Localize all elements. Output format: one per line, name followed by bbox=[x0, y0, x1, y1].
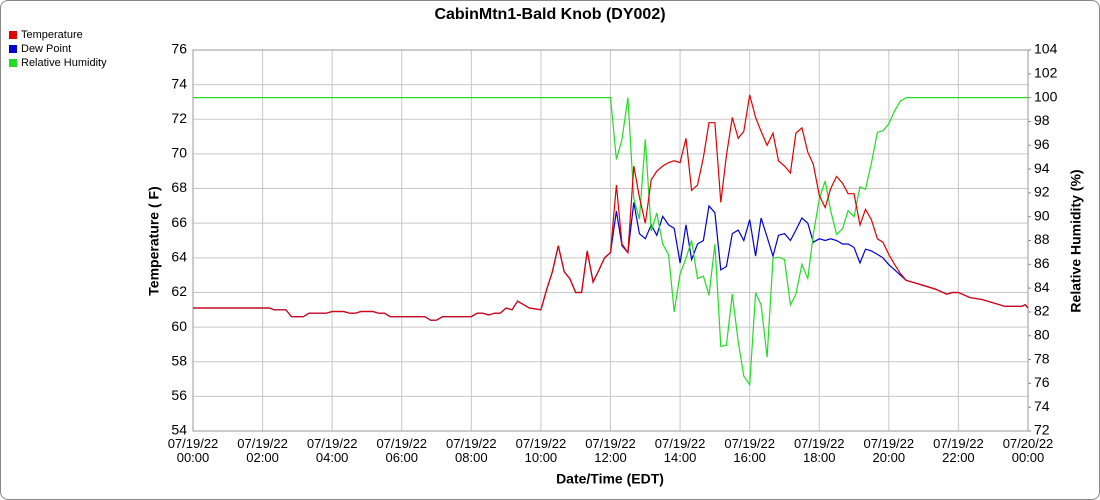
series-line bbox=[193, 97, 1028, 387]
x-tick-label: 07/19/22 20:00 bbox=[863, 436, 915, 465]
y-axis-label: Temperature ( F) bbox=[146, 186, 162, 295]
x-tick-label: 07/19/22 02:00 bbox=[237, 436, 288, 465]
x-tick-label: 07/19/22 10:00 bbox=[515, 436, 567, 465]
legend-label: Dew Point bbox=[21, 43, 71, 55]
legend-label: Relative Humidity bbox=[21, 57, 107, 69]
y2-tick-label: 94 bbox=[1034, 160, 1050, 176]
y-tick-label: 70 bbox=[171, 145, 187, 161]
y-tick-label: 62 bbox=[171, 283, 187, 299]
y2-tick-label: 72 bbox=[1034, 422, 1050, 438]
y-tick-label: 54 bbox=[171, 422, 187, 438]
y2-tick-label: 90 bbox=[1034, 207, 1050, 223]
y-tick-label: 68 bbox=[171, 179, 187, 195]
x-axis-label: Date/Time (EDT) bbox=[556, 471, 664, 487]
y2-tick-label: 104 bbox=[1034, 41, 1058, 57]
y2-tick-label: 98 bbox=[1034, 112, 1050, 128]
x-tick-label: 07/19/22 22:00 bbox=[933, 436, 984, 465]
y2-axis-label: Relative Humidity (%) bbox=[1068, 169, 1084, 312]
y2-tick-label: 84 bbox=[1034, 279, 1050, 295]
y2-tick-label: 92 bbox=[1034, 184, 1050, 200]
x-tick-label: 07/19/22 08:00 bbox=[446, 436, 497, 465]
y-tick-label: 56 bbox=[171, 387, 187, 403]
y-tick-label: 64 bbox=[171, 249, 187, 265]
legend-swatch bbox=[9, 59, 17, 67]
x-tick-label: 07/19/22 12:00 bbox=[585, 436, 636, 465]
y-tick-label: 66 bbox=[171, 214, 187, 230]
y2-tick-label: 102 bbox=[1034, 65, 1058, 81]
x-tick-label: 07/19/22 18:00 bbox=[793, 436, 845, 465]
y2-tick-label: 88 bbox=[1034, 231, 1050, 247]
y2-tick-label: 74 bbox=[1034, 398, 1050, 414]
y2-tick-label: 78 bbox=[1034, 350, 1050, 366]
plot-frame bbox=[192, 49, 1029, 432]
y-tick-label: 72 bbox=[171, 110, 187, 126]
legend-swatch bbox=[9, 45, 17, 53]
x-tick-label: 07/19/22 16:00 bbox=[724, 436, 775, 465]
x-tick-label: 07/19/22 04:00 bbox=[306, 436, 358, 465]
y-tick-label: 60 bbox=[171, 318, 187, 334]
chart-title: CabinMtn1-Bald Knob (DY002) bbox=[434, 6, 665, 23]
legend-swatch bbox=[9, 31, 17, 39]
x-tick-label: 07/19/22 00:00 bbox=[167, 436, 219, 465]
y2-tick-label: 82 bbox=[1034, 303, 1050, 319]
y2-tick-label: 86 bbox=[1034, 255, 1050, 271]
y-tick-label: 76 bbox=[171, 41, 187, 57]
x-tick-label: 07/20/22 00:00 bbox=[1002, 436, 1054, 465]
y-tick-label: 58 bbox=[171, 352, 187, 368]
y2-tick-label: 76 bbox=[1034, 374, 1050, 390]
series-line bbox=[193, 94, 1029, 321]
y2-tick-label: 100 bbox=[1034, 88, 1058, 104]
legend-label: Temperature bbox=[21, 29, 83, 41]
y2-tick-label: 80 bbox=[1034, 326, 1050, 342]
x-tick-label: 07/19/22 14:00 bbox=[654, 436, 706, 465]
y-tick-label: 74 bbox=[171, 75, 187, 91]
y2-tick-label: 96 bbox=[1034, 136, 1050, 152]
x-tick-label: 07/19/22 06:00 bbox=[376, 436, 428, 465]
